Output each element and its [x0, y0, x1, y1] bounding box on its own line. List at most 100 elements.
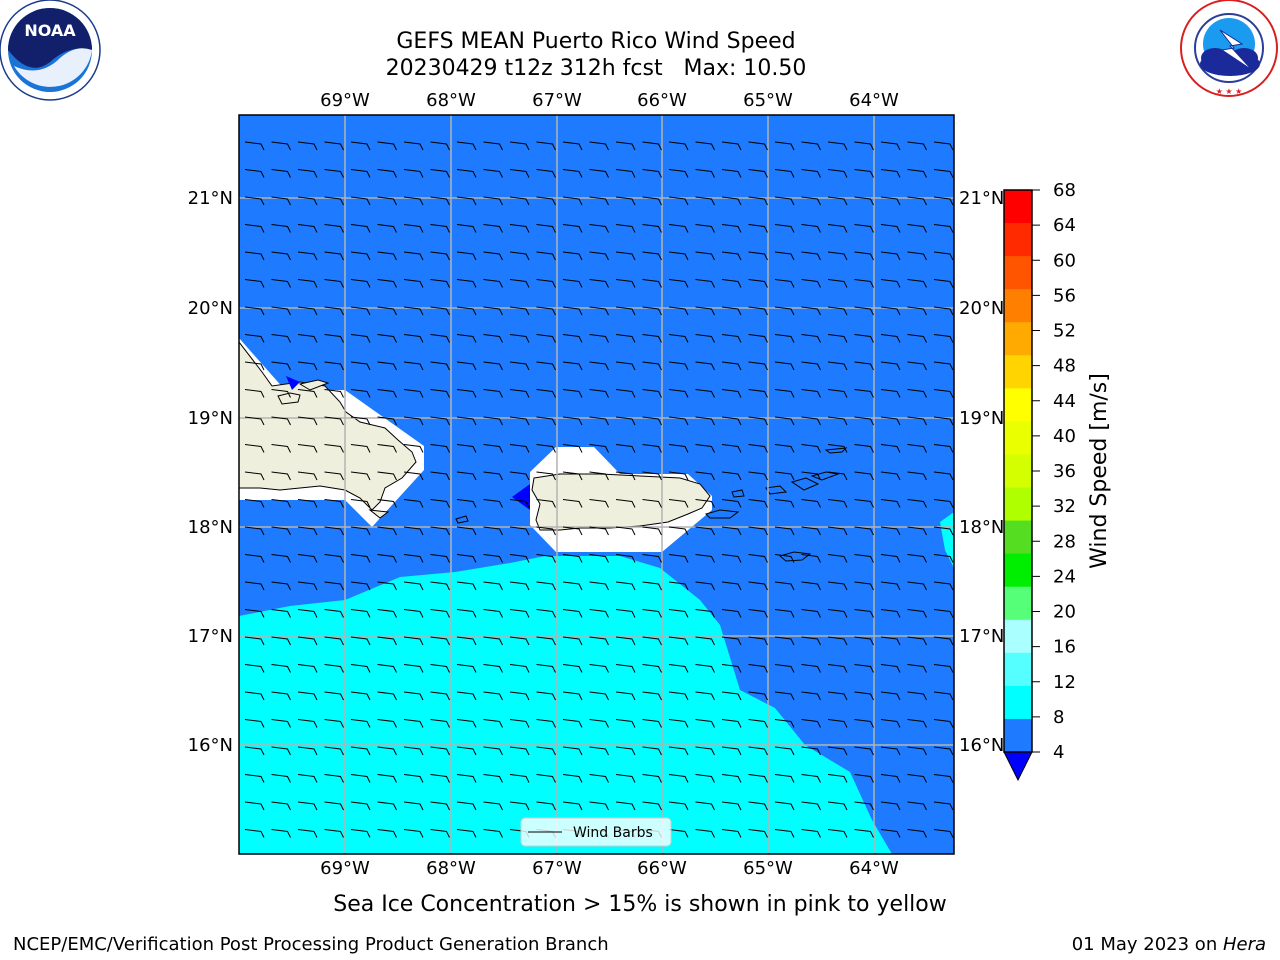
wind-barb: [377, 581, 397, 591]
wind-barb: [562, 609, 583, 618]
wind-barb: [350, 444, 371, 453]
wind-barb: [589, 554, 609, 563]
wind-barb: [748, 499, 768, 508]
wind-barb: [271, 746, 291, 756]
wind-barb: [483, 609, 503, 618]
colorbar-tick-label: 60: [1053, 250, 1076, 271]
wind-barb: [536, 636, 556, 646]
colorbar-tick-label: 44: [1053, 391, 1076, 412]
wind-barb: [377, 444, 397, 453]
wind-barb: [456, 774, 477, 783]
wind-barb: [271, 196, 291, 206]
wind-barb: [562, 636, 583, 646]
wind-barb: [854, 196, 874, 206]
wind-barb: [668, 141, 689, 151]
wind-barb: [695, 499, 715, 508]
wind-barb: [933, 609, 954, 618]
wind-barb: [377, 719, 397, 728]
wind-barb: [642, 334, 662, 343]
wind-barb: [907, 279, 927, 288]
wind-barb: [907, 774, 927, 783]
wind-barb: [536, 169, 556, 178]
wind-barb: [721, 416, 742, 426]
wind-barb: [377, 196, 397, 206]
wind-barb: [827, 801, 848, 811]
wind-barb: [324, 416, 344, 426]
wind-barb: [350, 471, 371, 481]
wind-speed-8-12-edge-fill: [940, 512, 954, 568]
wind-barb: [589, 636, 609, 646]
wind-barb: [377, 554, 397, 563]
wind-barb: [456, 499, 477, 508]
wind-barb: [774, 416, 795, 426]
wind-barb: [589, 664, 609, 673]
wind-barb: [244, 801, 265, 811]
wind-barb: [324, 691, 344, 701]
wind-barb: [430, 334, 450, 343]
wind-barb: [403, 581, 424, 591]
lat-label: 16°N: [959, 735, 1004, 756]
wind-barb: [244, 196, 265, 206]
wind-barb: [721, 719, 742, 728]
wind-barb: [271, 361, 291, 371]
wind-barb: [854, 636, 874, 646]
wind-barb: [907, 526, 927, 536]
wind-barb: [695, 169, 715, 178]
wind-barb: [350, 389, 371, 398]
wind-barb: [271, 554, 291, 563]
wind-barb: [880, 251, 901, 261]
wind-barb: [430, 829, 450, 838]
wind-barb: [615, 444, 636, 453]
wind-barb: [748, 801, 768, 811]
wind-barb: [827, 829, 848, 838]
lat-label: 20°N: [188, 298, 233, 319]
wind-barb: [933, 691, 954, 701]
wind-barb: [695, 719, 715, 728]
wind-barb: [324, 636, 344, 646]
wind-barb: [907, 306, 927, 316]
wind-barb: [297, 279, 318, 288]
wind-barb: [403, 719, 424, 728]
chart-subtitle: 20230429 t12z 312h fcst Max: 10.50: [386, 56, 807, 81]
wind-barb: [536, 251, 556, 261]
wind-barb: [774, 526, 795, 536]
lat-label: 21°N: [188, 188, 233, 209]
wind-barb: [748, 609, 768, 618]
wind-barb: [801, 444, 821, 453]
wind-barb: [509, 609, 530, 618]
wind-barb: [350, 416, 371, 426]
wind-barb: [589, 526, 609, 536]
lon-label: 68°W: [426, 90, 476, 111]
lon-labels-top: 69°W 68°W 67°W 66°W 65°W 64°W: [320, 90, 899, 111]
nws-logo: ★ ★ ★: [1180, 0, 1278, 97]
wind-barb: [827, 389, 848, 398]
wind-barb: [456, 471, 477, 481]
colorbar-tick-label: 24: [1053, 566, 1076, 587]
wind-barb: [668, 224, 689, 233]
colorbar-label: Wind Speed [m/s]: [1087, 373, 1112, 569]
wind-barb: [642, 554, 662, 563]
wind-barb: [324, 609, 344, 618]
wind-barb: [880, 581, 901, 591]
wind-barb: [907, 801, 927, 811]
wind-barb: [403, 444, 424, 453]
wind-barb: [244, 746, 265, 756]
wind-barb: [801, 499, 821, 508]
wind-barb: [271, 169, 291, 178]
wind-barb: [854, 526, 874, 536]
wind-barb: [880, 554, 901, 563]
chart-title: GEFS MEAN Puerto Rico Wind Speed: [396, 29, 795, 54]
wind-barb: [933, 389, 954, 398]
wind-barb: [748, 774, 768, 783]
wind-barb: [509, 581, 530, 591]
wind-barb: [695, 609, 715, 618]
wind-barb: [615, 746, 636, 756]
wind-barb: [350, 746, 371, 756]
wind-barb: [483, 141, 503, 151]
wind-barb: [297, 306, 318, 316]
wind-barb: [483, 746, 503, 756]
wind-barb: [721, 224, 742, 233]
wind-barb: [801, 169, 821, 178]
wind-barb: [642, 306, 662, 316]
wind-barb: [589, 224, 609, 233]
